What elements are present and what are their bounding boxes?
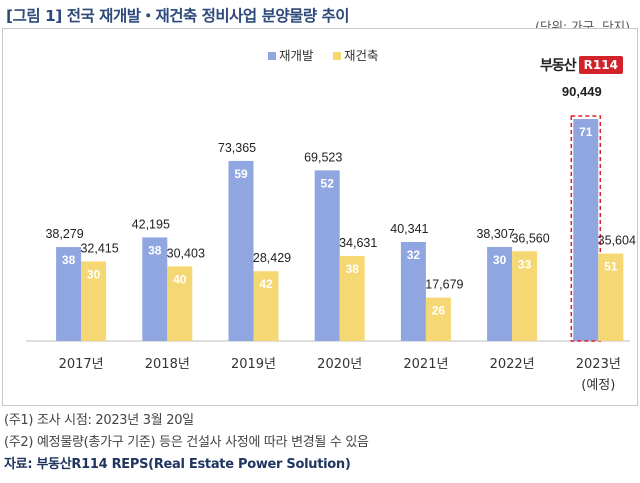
note-2: (주2) 예정물량(총가구 기준) 등은 건설사 사정에 따라 변경될 수 있음: [4, 435, 369, 450]
data-label: 30,403: [167, 246, 205, 260]
bar-reconstruction: [598, 253, 624, 341]
brand-box: R114: [578, 56, 623, 74]
bar-count-label: 38: [346, 262, 360, 276]
footnotes: (주1) 조사 시점: 2023년 3월 20일 (주2) 예정물량(총가구 기…: [4, 410, 369, 476]
bar-redevelopment: [314, 170, 340, 341]
brand-logo: 부동산 R114: [540, 54, 623, 76]
data-label: 32,415: [80, 241, 118, 255]
bar-redevelopment: [487, 246, 513, 341]
data-label: 38,279: [45, 227, 83, 241]
legend-label: 재개발: [279, 48, 314, 63]
bar-count-label: 30: [87, 267, 101, 281]
bar-reconstruction: [81, 261, 107, 341]
bar-count-label: 33: [518, 257, 532, 271]
bar-reconstruction: [512, 251, 538, 341]
bar-redevelopment: [56, 247, 82, 341]
bar-reconstruction: [167, 266, 193, 341]
bar-count-label: 52: [321, 176, 335, 190]
x-tick-label: 2023년: [576, 357, 621, 372]
data-label: 69,523: [304, 150, 342, 164]
bar-reconstruction: [425, 297, 451, 341]
bar-redevelopment: [142, 237, 168, 341]
data-label: 34,631: [339, 236, 377, 250]
x-tick-label: 2018년: [145, 357, 190, 372]
bar-count-label: 30: [493, 253, 507, 267]
bar-redevelopment: [228, 160, 254, 341]
data-label: 28,429: [253, 251, 291, 265]
bar-count-label: 40: [173, 272, 187, 286]
legend-swatch: [268, 52, 276, 60]
x-tick-label: 2017년: [59, 357, 104, 372]
data-label: 90,449: [562, 84, 602, 99]
bar-count-label: 59: [234, 167, 248, 181]
note-1: (주1) 조사 시점: 2023년 3월 20일: [4, 413, 194, 428]
data-label: 42,195: [132, 217, 170, 231]
x-tick-label: 2019년: [231, 357, 276, 372]
legend-label: 재건축: [344, 48, 379, 63]
data-label: 35,604: [598, 234, 636, 248]
x-tick-label: 2022년: [490, 357, 535, 372]
bar-reconstruction: [339, 256, 365, 341]
bar-count-label: 38: [148, 243, 162, 257]
bar-count-label: 32: [407, 248, 421, 262]
data-label: 40,341: [390, 222, 428, 236]
x-tick-sublabel: (예정): [581, 378, 615, 393]
chart-title: [그림 1] 전국 재개발・재건축 정비사업 분양물량 추이: [6, 7, 350, 25]
legend-swatch: [333, 52, 341, 60]
bar-reconstruction: [253, 271, 279, 341]
x-tick-label: 2021년: [403, 357, 448, 372]
data-label: 38,307: [476, 227, 514, 241]
bar-count-label: 51: [604, 260, 618, 274]
bar-count-label: 42: [259, 277, 273, 291]
bar-count-label: 71: [579, 125, 593, 139]
source-text: 자료: 부동산R114 REPS(Real Estate Power Solut…: [4, 457, 351, 472]
x-tick-label: 2020년: [317, 357, 362, 372]
highlight-box: [570, 115, 602, 342]
brand-text: 부동산: [540, 58, 577, 74]
data-label: 73,365: [218, 141, 256, 155]
bar-count-label: 26: [432, 304, 446, 318]
bar-redevelopment: [573, 119, 599, 341]
data-label: 17,679: [425, 278, 463, 292]
bar-count-label: 38: [62, 253, 76, 267]
bar-redevelopment: [400, 241, 426, 341]
data-label: 36,560: [511, 231, 549, 245]
